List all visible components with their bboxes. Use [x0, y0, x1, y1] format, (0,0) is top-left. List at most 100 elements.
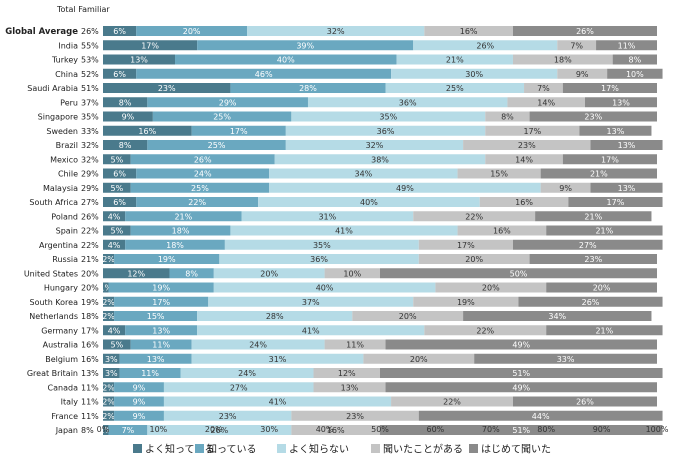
data-label: 40%: [277, 56, 295, 65]
bar-segment: [103, 182, 131, 193]
data-label: 16%: [327, 426, 345, 435]
bar-segment: [119, 353, 192, 364]
bar-segment: [119, 368, 181, 378]
data-label: 25%: [191, 184, 209, 193]
x-tick-label: 0%: [97, 425, 110, 434]
bar-segment: [219, 254, 419, 264]
familiar-value: 26%: [81, 27, 99, 36]
data-label: 18%: [554, 56, 572, 65]
data-label: 1%: [99, 284, 112, 293]
data-label: 11%: [618, 41, 636, 50]
x-tick-label: 50%: [371, 425, 389, 434]
data-label: 30%: [465, 70, 483, 79]
bar-segment: [546, 282, 657, 293]
bar-segment: [313, 382, 386, 393]
data-label: 26%: [194, 155, 212, 164]
data-label: 5%: [110, 155, 123, 164]
bar-segment: [291, 410, 419, 421]
bar-segment: [485, 154, 563, 165]
data-label: 35%: [379, 113, 397, 122]
data-label: 41%: [335, 227, 353, 236]
country-label: Russia: [52, 255, 78, 264]
bar-segment: [474, 353, 657, 364]
data-label: 26%: [476, 41, 494, 50]
data-label: 5%: [110, 184, 123, 193]
data-label: 34%: [548, 312, 566, 321]
data-label: 21%: [590, 170, 608, 179]
data-label: 20%: [399, 312, 417, 321]
x-tick-label: 70%: [482, 425, 500, 434]
familiar-value: 26%: [81, 212, 99, 221]
data-label: 32%: [366, 141, 384, 150]
bar-segment: [285, 125, 486, 136]
bar-segment: [396, 54, 513, 65]
bar-segment: [418, 239, 513, 250]
country-label: Sweden: [46, 127, 78, 136]
bar-segment: [418, 410, 663, 421]
data-label: 24%: [194, 170, 212, 179]
legend-item: よく知らない: [277, 443, 349, 456]
data-label: 20%: [410, 355, 428, 364]
data-label: 4%: [108, 212, 121, 221]
bar-segment: [103, 40, 198, 51]
data-label: 17%: [141, 41, 159, 50]
data-label: 6%: [113, 198, 126, 207]
familiar-value: 32%: [81, 141, 99, 150]
bar-segment: [291, 425, 380, 435]
country-label: Great Britain: [27, 369, 78, 378]
country-label: Global Average: [5, 27, 78, 37]
legend-item: 聞いたことがある: [371, 443, 463, 456]
bar-segment: [103, 97, 148, 108]
data-label: 13%: [130, 56, 148, 65]
bar-segment: [230, 225, 458, 236]
country-label: Chile: [58, 170, 78, 179]
familiar-value: 20%: [81, 284, 99, 293]
data-label: 36%: [399, 98, 417, 107]
bar-segment: [180, 368, 314, 378]
legend-swatch: [277, 444, 286, 453]
bar-segment: [103, 282, 109, 293]
x-tick-label: 100%: [646, 425, 669, 434]
bar-segment: [485, 125, 580, 136]
bar-segment: [391, 68, 558, 79]
data-label: 4%: [108, 326, 121, 335]
data-label: 17%: [607, 198, 625, 207]
bar-row: Netherlands 18% 2% 15% 28% 20% 34%: [29, 311, 652, 321]
bar-segment: [147, 425, 292, 435]
bar-segment: [191, 125, 286, 136]
bar-segment: [424, 325, 547, 336]
bar-row: South Korea 19% 2% 17% 37% 19% 26%: [30, 296, 663, 307]
data-label: 13%: [618, 184, 636, 193]
bar-row: China 52% 6% 46% 30% 9% 10%: [55, 68, 663, 79]
bar-segment: [258, 197, 480, 207]
bar-segment: [103, 311, 115, 321]
x-tick-label: 40%: [316, 425, 334, 434]
bar-row: Italy 11% 2% 9% 41% 22% 26%: [61, 396, 657, 407]
bar-segment: [285, 140, 464, 150]
bar-segment: [579, 125, 652, 136]
data-label: 7%: [537, 84, 550, 93]
country-label: France: [51, 412, 78, 421]
bar-row: Argentina 22% 4% 18% 35% 17% 27%: [39, 239, 663, 250]
bar-segment: [103, 425, 109, 435]
total-familiar-header: Total Familiar: [56, 5, 110, 14]
bar-segment: [413, 211, 536, 222]
bar-segment: [125, 325, 198, 336]
bar-segment: [562, 83, 657, 93]
bar-segment: [191, 339, 325, 350]
data-label: 6%: [113, 27, 126, 36]
bar-segment: [596, 40, 657, 51]
bar-segment: [103, 410, 115, 421]
data-label: 8%: [628, 56, 641, 65]
country-label: India: [58, 41, 78, 50]
bar-segment: [125, 211, 242, 222]
bar-segment: [136, 26, 248, 36]
bar-segment: [269, 182, 541, 193]
bar-row: Sweden 33% 16% 17% 36% 17% 13%: [46, 125, 652, 136]
data-label: 20%: [260, 269, 278, 278]
data-label: 13%: [612, 98, 630, 107]
data-label: 26%: [576, 27, 594, 36]
bar-segment: [213, 268, 325, 279]
bar-segment: [435, 282, 547, 293]
data-label: 50%: [510, 269, 528, 278]
